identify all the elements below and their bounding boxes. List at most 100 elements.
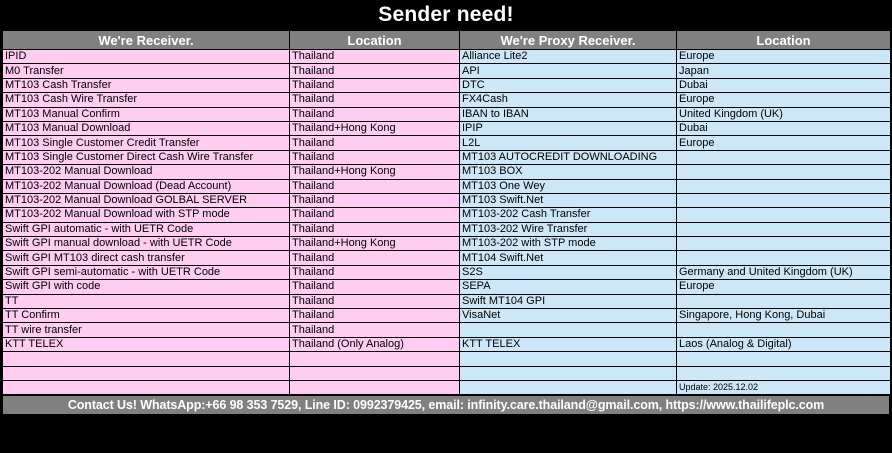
cell-proxy-receiver[interactable]: DTC [459,77,677,94]
cell-proxy-location[interactable] [676,149,891,166]
cell-proxy-receiver[interactable]: SEPA [459,279,677,295]
cell-receiver-location[interactable] [289,365,460,381]
cell-receiver-location[interactable]: Thailand [289,221,460,238]
cell-receiver[interactable]: MT103 Cash Transfer [2,77,290,94]
cell-proxy-location[interactable] [676,207,891,223]
cell-receiver[interactable] [2,379,290,396]
cell-receiver-location[interactable]: Thailand+Hong Kong [289,236,460,252]
cell-receiver[interactable]: Swift GPI MT103 direct cash transfer [2,250,290,266]
cell-receiver-location[interactable]: Thailand [289,192,460,209]
cell-receiver[interactable]: MT103-202 Manual Download GOLBAL SERVER [2,192,290,209]
column-header-proxy-location[interactable]: Location [676,30,891,50]
cell-proxy-receiver[interactable]: MT103 One Wey [459,178,677,194]
cell-proxy-receiver[interactable]: MT103-202 Wire Transfer [459,221,677,238]
cell-receiver-location[interactable]: Thailand [289,63,460,79]
cell-receiver-location[interactable]: Thailand [289,106,460,122]
cell-proxy-receiver[interactable]: Alliance Lite2 [459,48,677,65]
column-header-receiver[interactable]: We're Receiver. [2,30,290,50]
cell-receiver-location[interactable]: Thailand [289,92,460,108]
cell-proxy-location[interactable] [676,293,891,310]
cell-proxy-location[interactable]: Singapore, Hong Kong, Dubai [676,308,891,324]
cell-receiver[interactable]: MT103 Single Customer Direct Cash Wire T… [2,149,290,166]
cell-receiver-location[interactable]: Thailand [289,293,460,310]
cell-proxy-location[interactable]: Europe [676,135,891,151]
cell-receiver[interactable]: MT103 Manual Download [2,120,290,137]
cell-proxy-location[interactable] [676,192,891,209]
cell-proxy-receiver[interactable]: MT103-202 Cash Transfer [459,207,677,223]
cell-proxy-receiver[interactable] [459,365,677,381]
cell-receiver-location[interactable]: Thailand [289,77,460,94]
cell-receiver[interactable]: Swift GPI semi-automatic - with UETR Cod… [2,264,290,281]
cell-proxy-receiver[interactable]: Swift MT104 GPI [459,293,677,310]
cell-receiver-location[interactable]: Thailand [289,149,460,166]
cell-proxy-location[interactable] [676,178,891,194]
cell-receiver-location[interactable]: Thailand [289,308,460,324]
cell-receiver-location[interactable]: Thailand [289,264,460,281]
cell-receiver[interactable]: MT103 Manual Confirm [2,106,290,122]
cell-proxy-receiver[interactable]: FX4Cash [459,92,677,108]
cell-proxy-receiver[interactable]: VisaNet [459,308,677,324]
cell-proxy-location[interactable]: Europe [676,279,891,295]
cell-proxy-location[interactable]: Laos (Analog & Digital) [676,336,891,353]
cell-proxy-receiver[interactable]: MT104 Swift.Net [459,250,677,266]
cell-receiver-location[interactable]: Thailand (Only Analog) [289,336,460,353]
cell-proxy-receiver[interactable]: MT103 BOX [459,164,677,180]
cell-proxy-receiver[interactable]: IPIP [459,120,677,137]
cell-proxy-location[interactable]: Europe [676,48,891,65]
cell-receiver[interactable]: TT wire transfer [2,322,290,338]
cell-proxy-receiver[interactable]: KTT TELEX [459,336,677,353]
cell-receiver-location[interactable]: Thailand [289,279,460,295]
cell-receiver-location[interactable]: Thailand [289,207,460,223]
cell-receiver[interactable]: MT103-202 Manual Download [2,164,290,180]
update-stamp-cell[interactable]: Update: 2025.12.02 [676,379,891,396]
cell-receiver-location[interactable]: Thailand [289,250,460,266]
cell-receiver[interactable]: MT103 Single Customer Credit Transfer [2,135,290,151]
cell-receiver-location[interactable]: Thailand [289,48,460,65]
cell-receiver-location[interactable]: Thailand+Hong Kong [289,164,460,180]
cell-proxy-receiver[interactable]: API [459,63,677,79]
cell-receiver[interactable]: TT Confirm [2,308,290,324]
cell-proxy-receiver[interactable] [459,322,677,338]
cell-receiver[interactable] [2,365,290,381]
cell-proxy-receiver[interactable]: MT103 Swift.Net [459,192,677,209]
column-header-proxy-receiver[interactable]: We're Proxy Receiver. [459,30,677,50]
cell-proxy-location[interactable] [676,322,891,338]
cell-proxy-receiver[interactable]: L2L [459,135,677,151]
cell-proxy-location[interactable]: Japan [676,63,891,79]
cell-receiver[interactable]: MT103 Cash Wire Transfer [2,92,290,108]
cell-receiver[interactable]: MT103-202 Manual Download (Dead Account) [2,178,290,194]
cell-receiver[interactable]: M0 Transfer [2,63,290,79]
cell-receiver-location[interactable]: Thailand+Hong Kong [289,120,460,137]
cell-proxy-location[interactable] [676,250,891,266]
cell-receiver-location[interactable]: Thailand [289,178,460,194]
cell-receiver-location[interactable]: Thailand [289,135,460,151]
column-header-receiver-location[interactable]: Location [289,30,460,50]
cell-proxy-location[interactable] [676,365,891,381]
cell-proxy-location[interactable]: United Kingdom (UK) [676,106,891,122]
cell-receiver[interactable]: Swift GPI with code [2,279,290,295]
cell-receiver[interactable]: Swift GPI manual download - with UETR Co… [2,236,290,252]
cell-receiver[interactable]: TT [2,293,290,310]
cell-proxy-location[interactable]: Europe [676,92,891,108]
cell-receiver-location[interactable] [289,379,460,396]
cell-proxy-receiver[interactable]: S2S [459,264,677,281]
cell-proxy-receiver[interactable]: MT103-202 with STP mode [459,236,677,252]
cell-proxy-location[interactable]: Dubai [676,120,891,137]
contact-footer-text[interactable]: Contact Us! WhatsApp:+66 98 353 7529, Li… [67,398,825,413]
cell-proxy-location[interactable]: Germany and United Kingdom (UK) [676,264,891,281]
cell-proxy-receiver[interactable] [459,351,677,367]
cell-proxy-receiver[interactable]: MT103 AUTOCREDIT DOWNLOADING [459,149,677,166]
cell-receiver[interactable]: IPID [2,48,290,65]
cell-proxy-location[interactable] [676,164,891,180]
cell-receiver-location[interactable]: Thailand [289,322,460,338]
cell-receiver[interactable] [2,351,290,367]
cell-proxy-receiver[interactable] [459,379,677,396]
cell-proxy-location[interactable] [676,221,891,238]
cell-proxy-receiver[interactable]: IBAN to IBAN [459,106,677,122]
cell-receiver[interactable]: Swift GPI automatic - with UETR Code [2,221,290,238]
cell-proxy-location[interactable]: Dubai [676,77,891,94]
cell-receiver[interactable]: KTT TELEX [2,336,290,353]
cell-proxy-location[interactable] [676,351,891,367]
cell-receiver-location[interactable] [289,351,460,367]
cell-proxy-location[interactable] [676,236,891,252]
